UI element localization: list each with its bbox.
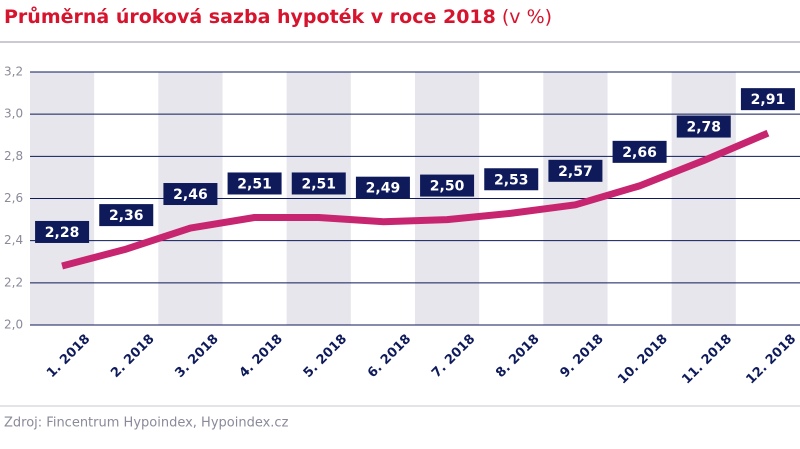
value-label-text: 2,36 [109, 208, 144, 224]
value-label-text: 2,51 [301, 176, 336, 192]
value-label-box [291, 172, 346, 195]
value-label-box [35, 220, 90, 243]
x-tick-label: 8. 2018 [493, 332, 542, 381]
value-label-text: 2,66 [622, 145, 657, 161]
y-tick-label: 2,4 [4, 233, 23, 247]
y-tick-label: 3,0 [4, 107, 23, 121]
x-tick-label: 4. 2018 [237, 332, 286, 381]
chart-title: Průměrná úroková sazba hypoték v roce 20… [4, 5, 552, 28]
value-label: 2,53 [484, 168, 539, 191]
title-unit: (v %) [502, 6, 552, 28]
value-label-text: 2,53 [494, 172, 529, 188]
value-label-box [99, 204, 154, 227]
value-label-text: 2,46 [173, 187, 208, 203]
value-label-text: 2,91 [751, 92, 786, 108]
x-tick-label: 7. 2018 [429, 332, 478, 381]
value-label-box [420, 174, 475, 197]
x-tick-label: 9. 2018 [557, 332, 606, 381]
y-tick-label: 2,0 [4, 318, 23, 332]
value-label-text: 2,78 [686, 120, 721, 136]
y-tick-label: 2,8 [4, 149, 23, 163]
source: Zdroj: Fincentrum Hypoindex, Hypoindex.c… [4, 416, 289, 431]
value-label-box [740, 88, 795, 111]
value-label-box [612, 140, 667, 163]
value-label-box [163, 183, 218, 206]
value-label-box [355, 176, 410, 199]
x-tick-label: 5. 2018 [301, 332, 350, 381]
value-label-box [484, 168, 539, 191]
value-label: 2,36 [99, 204, 154, 227]
x-tick-label: 12. 2018 [744, 332, 800, 388]
value-label: 2,50 [420, 174, 475, 197]
y-tick-label: 2,6 [4, 191, 23, 205]
value-label: 2,51 [291, 172, 346, 195]
x-tick-label: 11. 2018 [679, 332, 735, 388]
value-label: 2,51 [227, 172, 282, 195]
value-label-box [227, 172, 282, 195]
x-tick-label: 10. 2018 [615, 332, 671, 388]
value-label-box [676, 115, 731, 138]
value-label-text: 2,49 [366, 181, 401, 197]
x-tick-label: 6. 2018 [365, 332, 414, 381]
value-label-text: 2,51 [237, 176, 272, 192]
value-label: 2,57 [548, 159, 603, 182]
value-label: 2,91 [740, 88, 795, 111]
value-label: 2,78 [676, 115, 731, 138]
y-tick-label: 3,2 [4, 65, 23, 79]
value-label-box [548, 159, 603, 182]
x-tick-label: 2. 2018 [108, 332, 157, 381]
x-tick-label: 3. 2018 [172, 332, 221, 381]
value-label: 2,66 [612, 140, 667, 163]
value-label: 2,49 [355, 176, 410, 199]
y-tick-label: 2,2 [4, 275, 23, 289]
x-tick-label: 1. 2018 [44, 332, 93, 381]
value-label: 2,28 [35, 220, 90, 243]
value-label-text: 2,57 [558, 164, 593, 180]
title-main: Průměrná úroková sazba hypoték v roce 20… [4, 5, 496, 28]
value-label-text: 2,50 [430, 179, 465, 195]
data-line [61, 129, 770, 270]
value-label-text: 2,28 [45, 225, 80, 241]
value-label: 2,46 [163, 183, 218, 206]
